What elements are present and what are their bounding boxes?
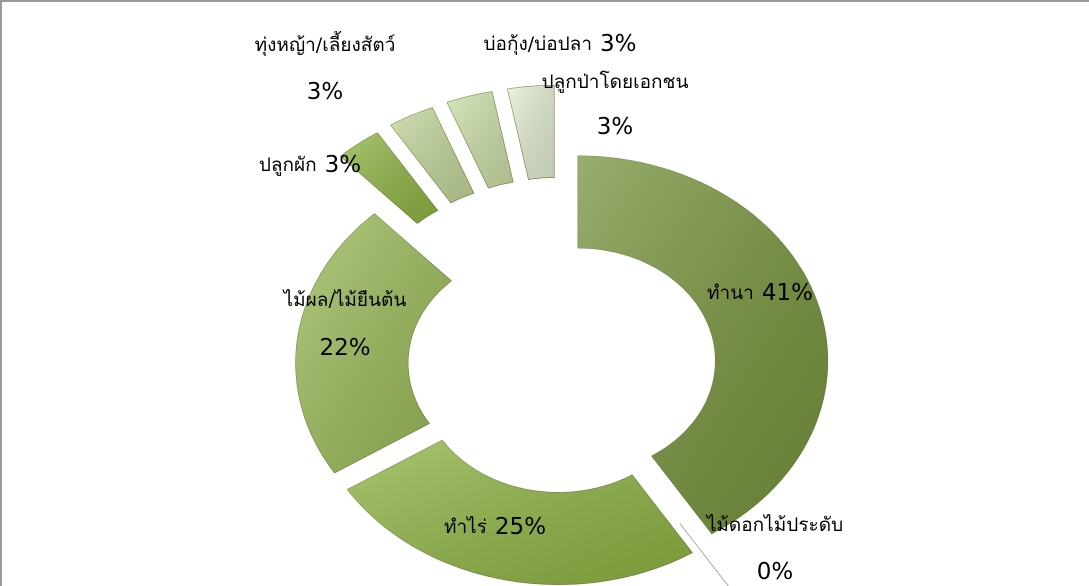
value-label: 3%	[325, 152, 362, 178]
data-label: ทำไร่ 25%	[444, 514, 546, 540]
data-label: ไม้ผล/ไม้ยืนต้น 22%	[282, 289, 407, 361]
value-label: 41%	[762, 280, 813, 306]
value-label: 25%	[495, 514, 546, 540]
category-name: ปลูกผัก	[259, 154, 317, 176]
category-name: ไม้ดอกไม้ประดับ	[705, 514, 843, 536]
data-label: บ่อกุ้ง/บ่อปลา 3%	[484, 31, 637, 57]
value-label: 0%	[757, 559, 794, 585]
data-label: ทุ่งหญ้า/เลี้ยงสัตว์ 3%	[255, 31, 396, 105]
value-label: 3%	[600, 31, 637, 57]
slice-shade	[347, 440, 693, 585]
slice-shade	[295, 213, 452, 473]
value-label: 3%	[597, 114, 634, 140]
slice-shade	[340, 132, 438, 224]
category-name: ทำนา	[707, 282, 754, 304]
slice-shade	[507, 85, 555, 180]
slice-shade	[577, 155, 828, 534]
slice-shade	[390, 107, 474, 203]
data-label: ปลูกผัก 3%	[259, 152, 361, 178]
data-label: ปลูกป่าโดยเอกชน 3%	[542, 70, 689, 140]
category-name: ทุ่งหญ้า/เลี้ยงสัตว์	[255, 31, 396, 57]
value-label: 22%	[319, 335, 370, 361]
data-label: ไม้ดอกไม้ประดับ 0%	[705, 514, 843, 585]
category-name: ปลูกป่าโดยเอกชน	[542, 70, 689, 93]
category-name: ไม้ผล/ไม้ยืนต้น	[282, 289, 407, 311]
value-label: 3%	[307, 79, 344, 105]
category-name: บ่อกุ้ง/บ่อปลา	[484, 33, 593, 56]
category-name: ทำไร่	[444, 516, 487, 538]
data-label: ทำนา 41%	[707, 280, 813, 306]
slice-shade	[447, 91, 514, 189]
